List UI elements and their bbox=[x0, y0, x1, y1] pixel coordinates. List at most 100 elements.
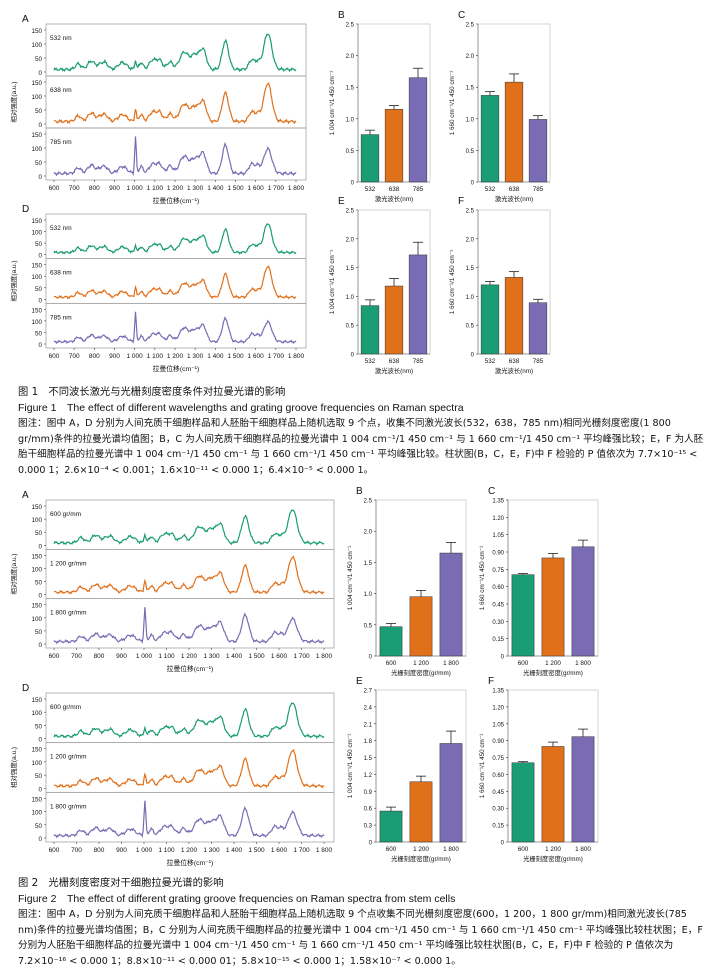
fig1-panelD-subplot-frame bbox=[45, 213, 307, 260]
fig1-panelA-ytick-label: 150 bbox=[31, 28, 42, 35]
fig1-panelA-ytick-label: 100 bbox=[31, 94, 42, 101]
fig1-C-category-label-3: 785 bbox=[533, 186, 544, 193]
fig1-F-category-label-2: 638 bbox=[509, 358, 520, 365]
fig2-panelA-ytick-label: 0 bbox=[38, 593, 42, 600]
fig2-F-ylabel: 1 660 cm⁻¹/1 450 cm⁻¹ bbox=[479, 734, 486, 798]
fig2-B-xlabel: 光栅刻度密度(gr/mm) bbox=[391, 668, 451, 677]
fig2-F-bar-1800 bbox=[571, 736, 595, 843]
fig2-E-ytick-label: 1.2 bbox=[364, 773, 373, 779]
fig1-C-bar-638 bbox=[504, 81, 524, 183]
fig2-panelD-xtick-label: 900 bbox=[116, 847, 127, 854]
fig2-panelA-xtick-label: 800 bbox=[94, 653, 105, 660]
fig1-C-bar-785 bbox=[528, 119, 548, 183]
fig2-panelA-trace-label-1: 600 gr/mm bbox=[50, 511, 81, 518]
fig2-panelD-trace-label-2: 1 200 gr/mm bbox=[50, 754, 87, 761]
fig2-panelD-letter: D bbox=[22, 683, 29, 694]
fig1-panelA-trace-2 bbox=[53, 82, 297, 125]
fig2-F-ytick-label: 0 bbox=[501, 841, 505, 847]
fig2-E-bar-600 bbox=[379, 810, 403, 843]
fig1-B-category-label-3: 785 bbox=[413, 186, 424, 193]
fig2-C-ytick-label: 0.15 bbox=[492, 637, 504, 643]
fig1-C-ytick-label: 0 bbox=[471, 181, 475, 187]
fig1-panelA-xtick-label: 800 bbox=[89, 185, 100, 192]
fig1-panelD-xtick-label: 1 000 bbox=[127, 353, 144, 360]
fig2-panelA-ytick-label: 150 bbox=[31, 603, 42, 610]
figure1-title-zh: 图 1 不同波长激光与光栅刻度密度条件对拉曼光谱的影响 bbox=[18, 386, 286, 398]
fig1-B-letter: B bbox=[338, 10, 345, 21]
fig1-E-ytick-label: 1.5 bbox=[346, 266, 355, 272]
fig1-panelD-trace-2 bbox=[53, 265, 297, 300]
fig2-C-bar-600 bbox=[511, 574, 535, 657]
fig1-B-ytick-label: 2.5 bbox=[346, 23, 355, 29]
fig1-panelA-xtick-label: 900 bbox=[109, 185, 120, 192]
fig2-E-ytick-label: 0 bbox=[369, 841, 373, 847]
fig2-panelD-xtick-label: 1 400 bbox=[226, 847, 243, 854]
fig1-B-category-label-1: 532 bbox=[365, 186, 376, 193]
fig2-F-category-label-3: 1 800 bbox=[575, 846, 591, 853]
fig2-panelD-ytick-label: 0 bbox=[38, 786, 42, 793]
fig1-E-category-label-3: 785 bbox=[413, 358, 424, 365]
fig2-panelA-xtick-label: 600 bbox=[49, 653, 60, 660]
fig2-panelD-ytick-label: 50 bbox=[35, 723, 43, 730]
fig2-C-bar-1800 bbox=[571, 546, 595, 657]
fig1-panelA-ytick-label: 50 bbox=[35, 160, 43, 167]
fig2-C-ytick-label: 0.60 bbox=[492, 585, 504, 591]
fig1-B-ytick-label: 0 bbox=[351, 181, 355, 187]
fig2-panelD-xtick-label: 1 100 bbox=[158, 847, 175, 854]
fig1-panelD-ylabel: 相对强度(a.u.) bbox=[9, 260, 18, 301]
fig2-E-category-label-1: 600 bbox=[386, 846, 397, 853]
fig1-panelD-ytick-label: 150 bbox=[31, 263, 42, 270]
fig2-panelD-ytick-label: 150 bbox=[31, 697, 42, 704]
fig1-E-xlabel: 激光波长(nm) bbox=[375, 366, 413, 375]
fig1-C-bar-532 bbox=[480, 95, 500, 183]
fig1-panelA-xtick-label: 1 600 bbox=[248, 185, 265, 192]
fig1-B-xlabel: 激光波长(nm) bbox=[375, 194, 413, 203]
fig2-E-bar-1800 bbox=[439, 743, 463, 843]
fig1-panelD-xtick-label: 1 700 bbox=[268, 353, 285, 360]
fig2-panelA-ytick-label: 100 bbox=[31, 566, 42, 573]
fig1-panelD-ytick-label: 50 bbox=[35, 330, 43, 337]
fig2-F-ytick-label: 0.30 bbox=[492, 807, 504, 813]
fig1-F-ytick-label: 1.5 bbox=[466, 266, 475, 272]
fig2-E-xlabel: 光栅刻度密度(gr/mm) bbox=[391, 854, 451, 863]
fig1-panelD-ytick-label: 100 bbox=[31, 274, 42, 281]
fig1-panelA-trace-label-2: 638 nm bbox=[50, 87, 72, 94]
fig1-panelD-xtick-label: 900 bbox=[109, 353, 120, 360]
fig2-panelA-ytick-label: 0 bbox=[38, 543, 42, 550]
fig1-F-bar-638 bbox=[504, 277, 524, 355]
fig1-panelD-ytick-label: 50 bbox=[35, 286, 43, 293]
fig1-B-ytick-label: 1.0 bbox=[346, 117, 355, 123]
fig2-B-bar-1800 bbox=[439, 552, 463, 657]
figure2-caption: 图 2 光栅刻度密度对干细胞拉曼光谱的影响 Figure 2 The effec… bbox=[18, 876, 708, 970]
fig1-B-category-label-2: 638 bbox=[389, 186, 400, 193]
fig2-panelA-ytick-label: 50 bbox=[35, 580, 43, 587]
fig2-panelD-subplot-frame bbox=[45, 692, 335, 744]
fig2-E-ytick-label: 2.4 bbox=[364, 705, 373, 711]
fig2-panelA-ylabel: 相对强度(a.u.) bbox=[9, 553, 18, 594]
fig2-panelA-trace-label-3: 1 800 gr/mm bbox=[50, 610, 87, 617]
figure1-caption-body: 图注：图中 A，D 分别为人间充质干细胞样品和人胚胎干细胞样品上随机选取 9 个… bbox=[18, 418, 704, 476]
fig1-panelD-ytick-label: 100 bbox=[31, 319, 42, 326]
fig2-C-ytick-label: 0.90 bbox=[492, 551, 504, 557]
fig1-B-bar-785 bbox=[408, 77, 428, 183]
fig2-panelD-ytick-label: 100 bbox=[31, 760, 42, 767]
fig2-C-category-label-2: 1 200 bbox=[545, 660, 561, 667]
figure2-title-zh: 图 2 光栅刻度密度对干细胞拉曼光谱的影响 bbox=[18, 877, 224, 889]
fig2-panelA-ytick-label: 100 bbox=[31, 616, 42, 623]
fig2-panelA-xtick-label: 1 700 bbox=[293, 653, 310, 660]
fig1-panelA-xtick-label: 700 bbox=[69, 185, 80, 192]
fig1-panelA-letter: A bbox=[22, 14, 29, 25]
fig1-panelA-ytick-label: 100 bbox=[31, 42, 42, 49]
figure2-caption-body: 图注：图中 A，D 分别为人间充质干细胞样品和人胚胎干细胞样品上随机选取 9 个… bbox=[18, 909, 703, 967]
fig2-panelD-xtick-label: 800 bbox=[94, 847, 105, 854]
fig1-panelA-ytick-label: 150 bbox=[31, 80, 42, 87]
fig2-panelA-subplot-frame bbox=[45, 499, 335, 550]
fig1-C-ytick-label: 1.5 bbox=[466, 86, 475, 92]
fig2-E-letter: E bbox=[356, 676, 363, 687]
fig2-C-ytick-label: 0.45 bbox=[492, 603, 504, 609]
fig2-F-category-label-1: 600 bbox=[518, 846, 529, 853]
fig2-panelA-trace-label-2: 1 200 gr/mm bbox=[50, 560, 87, 567]
fig2-B-ytick-label: 1.5 bbox=[364, 561, 373, 567]
fig1-B-ytick-label: 1.5 bbox=[346, 86, 355, 92]
fig1-panelA-xlabel: 拉曼位移(cm⁻¹) bbox=[153, 196, 200, 205]
